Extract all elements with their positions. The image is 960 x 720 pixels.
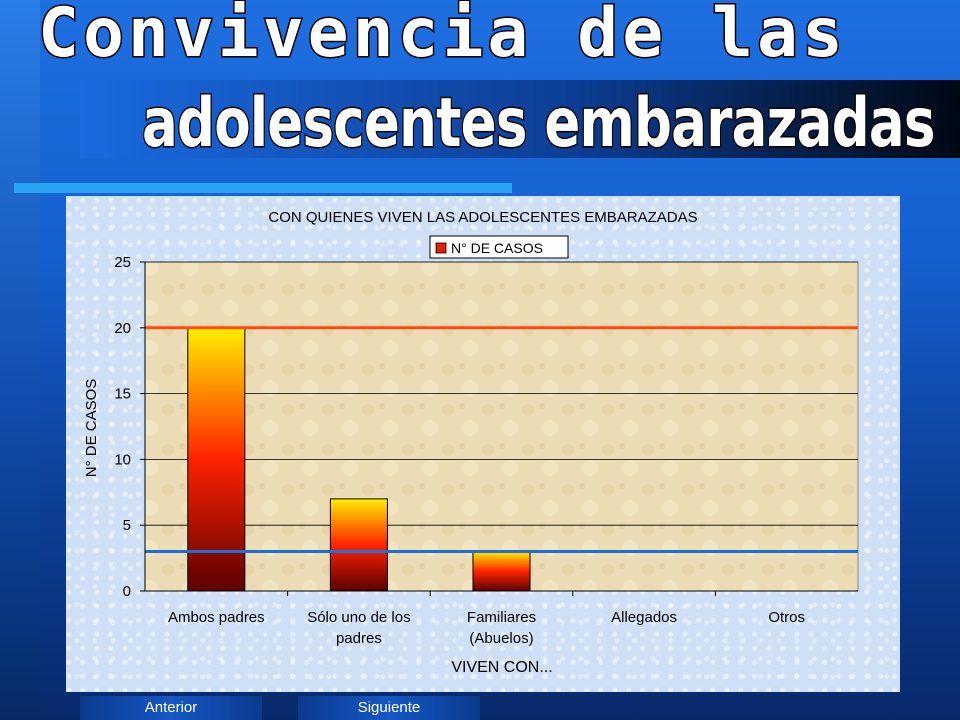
- bars: [187, 327, 531, 592]
- slide-title-line-2: adolescentes embarazadas: [141, 83, 937, 165]
- y-axis-ticks: 0 5 10 15 20 25: [114, 254, 145, 600]
- reference-lines: [145, 326, 858, 554]
- legend: N° DE CASOS: [429, 235, 569, 259]
- x-tick-label: Allegados: [611, 609, 677, 626]
- x-axis-ticks: Ambos padres Sólo uno de los padres Familia…: [168, 591, 805, 647]
- x-tick-label: (Abuelos): [469, 630, 533, 647]
- bar: [472, 551, 531, 592]
- y-tick-label: 0: [123, 583, 131, 600]
- y-axis-label: N° DE CASOS: [83, 379, 100, 478]
- x-axis-label: VIVEN CON...: [451, 659, 552, 676]
- slide-title-line-1: Convivencia de las: [37, 0, 847, 75]
- y-tick-label: 15: [114, 386, 131, 403]
- plot-area: [144, 261, 859, 592]
- x-tick-label: Ambos padres: [168, 609, 265, 626]
- y-tick-label: 10: [114, 451, 131, 468]
- y-tick-label: 25: [114, 254, 131, 271]
- x-tick-label: Otros: [768, 609, 805, 626]
- y-tick-label: 5: [123, 517, 131, 534]
- accent-bar: [14, 183, 512, 193]
- x-tick-label: Sólo uno de los: [307, 609, 410, 626]
- left-decor-band: [0, 0, 40, 720]
- previous-button[interactable]: Anterior: [80, 696, 262, 720]
- legend-label: N° DE CASOS: [451, 240, 543, 256]
- next-button[interactable]: Siguiente: [298, 696, 480, 720]
- x-tick-label: Familiares: [467, 609, 536, 626]
- y-tick-label: 20: [114, 320, 131, 337]
- title-band: [80, 80, 960, 158]
- x-tick-label: padres: [336, 630, 382, 647]
- legend-swatch: [435, 242, 447, 254]
- chart-title: CON QUIENES VIVEN LAS ADOLESCENTES EMBAR…: [268, 209, 697, 226]
- bar: [329, 498, 388, 592]
- legend-box: [429, 235, 569, 259]
